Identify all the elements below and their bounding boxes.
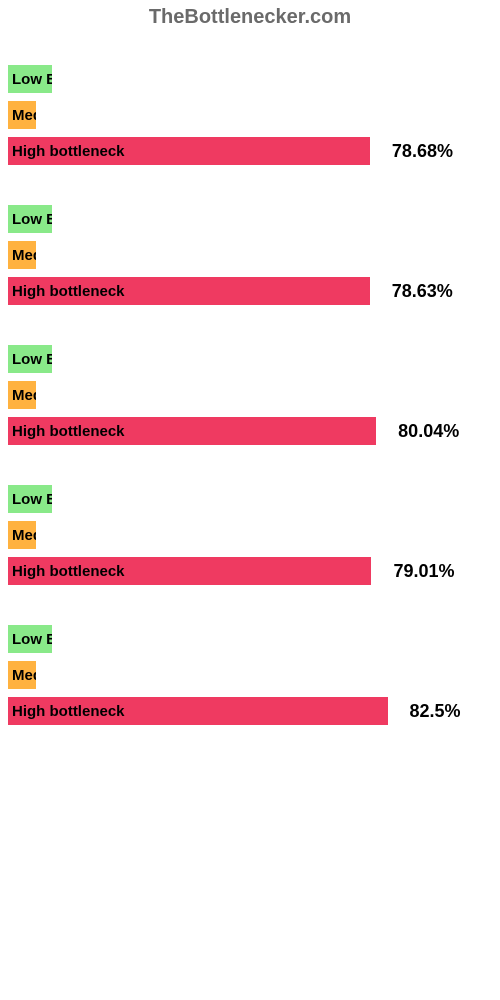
medium-bottleneck-bar: Medium bottleneck [8, 241, 36, 269]
low-bottleneck-bar: Low Bottleneck [8, 625, 52, 653]
medium-bottleneck-row: Medium bottleneck [8, 101, 500, 129]
bottleneck-group: Low Bottleneck Medium bottleneck High bott… [8, 33, 500, 165]
high-bottleneck-bar: High bottleneck [8, 417, 376, 445]
low-bottleneck-bar: Low Bottleneck [8, 205, 52, 233]
low-bottleneck-row: Low Bottleneck [8, 65, 500, 93]
medium-bottleneck-row: Medium bottleneck [8, 241, 500, 269]
medium-bottleneck-bar: Medium bottleneck [8, 381, 36, 409]
bottleneck-group: Low Bottleneck Medium bottleneck High bott… [8, 173, 500, 305]
high-bottleneck-bar: High bottleneck [8, 697, 388, 725]
high-bottleneck-row: High bottleneck 80.04% [8, 417, 500, 445]
medium-bottleneck-row: Medium bottleneck [8, 661, 500, 689]
page-title: TheBottlenecker.com [0, 0, 500, 33]
chart-area: Low Bottleneck Medium bottleneck High bott… [0, 33, 500, 725]
low-bottleneck-row: Low Bottleneck [8, 345, 500, 373]
high-bottleneck-bar: High bottleneck [8, 277, 370, 305]
low-bottleneck-row: Low Bottleneck [8, 485, 500, 513]
medium-bottleneck-bar: Medium bottleneck [8, 661, 36, 689]
low-bottleneck-bar: Low Bottleneck [8, 485, 52, 513]
bottleneck-group: Low Bottleneck Medium bottleneck High bott… [8, 313, 500, 445]
high-bottleneck-value: 79.01% [393, 557, 454, 585]
high-bottleneck-bar: High bottleneck [8, 137, 370, 165]
low-bottleneck-row: Low Bottleneck [8, 625, 500, 653]
high-bottleneck-value: 82.5% [410, 697, 461, 725]
high-bottleneck-bar: High bottleneck [8, 557, 371, 585]
medium-bottleneck-bar: Medium bottleneck [8, 521, 36, 549]
high-bottleneck-value: 78.68% [392, 137, 453, 165]
high-bottleneck-row: High bottleneck 78.68% [8, 137, 500, 165]
medium-bottleneck-row: Medium bottleneck [8, 521, 500, 549]
bottleneck-group: Low Bottleneck Medium bottleneck High bott… [8, 453, 500, 585]
high-bottleneck-value: 80.04% [398, 417, 459, 445]
low-bottleneck-bar: Low Bottleneck [8, 345, 52, 373]
high-bottleneck-row: High bottleneck 78.63% [8, 277, 500, 305]
high-bottleneck-row: High bottleneck 82.5% [8, 697, 500, 725]
high-bottleneck-value: 78.63% [392, 277, 453, 305]
low-bottleneck-row: Low Bottleneck [8, 205, 500, 233]
medium-bottleneck-bar: Medium bottleneck [8, 101, 36, 129]
high-bottleneck-row: High bottleneck 79.01% [8, 557, 500, 585]
bottleneck-group: Low Bottleneck Medium bottleneck High bott… [8, 593, 500, 725]
low-bottleneck-bar: Low Bottleneck [8, 65, 52, 93]
medium-bottleneck-row: Medium bottleneck [8, 381, 500, 409]
